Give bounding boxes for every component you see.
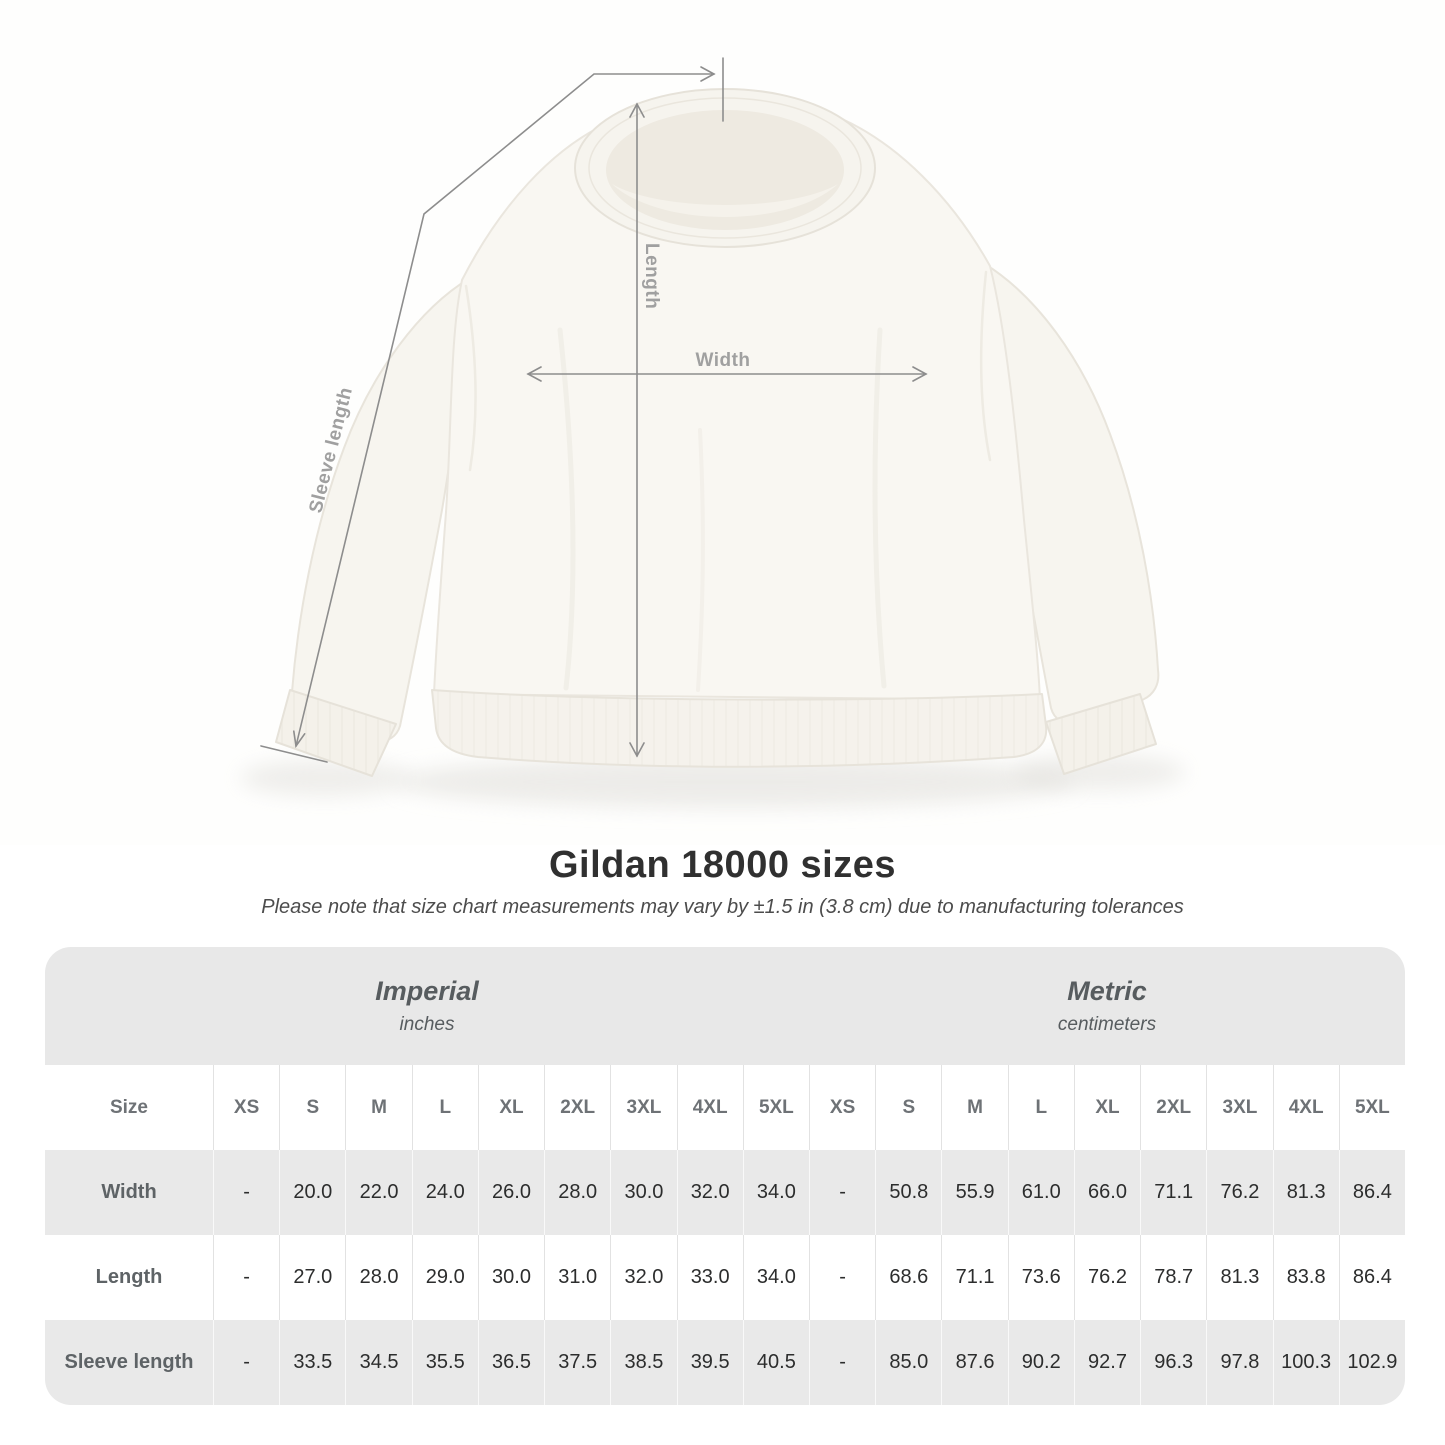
cell-width-metric-xs: - — [808, 1150, 876, 1235]
cell-sleeve-length-imperial-5xl: 40.5 — [742, 1320, 809, 1405]
size-header-metric-xl: XL — [1073, 1065, 1141, 1150]
cell-width-imperial-xl: 26.0 — [477, 1150, 545, 1235]
cell-length-metric-5xl: 86.4 — [1338, 1235, 1405, 1320]
cell-length-imperial-2xl: 31.0 — [544, 1235, 611, 1320]
cell-length-imperial-m: 28.0 — [345, 1235, 412, 1320]
cell-sleeve-length-imperial-xs: - — [213, 1320, 280, 1405]
cell-width-imperial-s: 20.0 — [279, 1150, 346, 1235]
width-label: Width — [695, 350, 750, 371]
size-chart: Imperial inches Metric centimeters Size XS S M L… — [45, 947, 1405, 1405]
size-column-header: Size — [45, 1065, 213, 1150]
size-header-imperial-2xl: 2XL — [544, 1065, 611, 1150]
cell-width-imperial-3xl: 30.0 — [610, 1150, 677, 1235]
cell-width-imperial-l: 24.0 — [411, 1150, 478, 1235]
cell-sleeve-length-metric-xl: 92.7 — [1073, 1320, 1141, 1405]
size-header-imperial-3xl: 3XL — [610, 1065, 677, 1150]
size-header-metric-5xl: 5XL — [1338, 1065, 1405, 1150]
cell-length-metric-m: 71.1 — [941, 1235, 1008, 1320]
imperial-band: Imperial inches — [45, 947, 809, 1065]
sweatshirt-diagram: Length Width Sleeve length — [240, 57, 1185, 808]
size-header-imperial-4xl: 4XL — [676, 1065, 743, 1150]
cell-sleeve-length-metric-3xl: 97.8 — [1206, 1320, 1273, 1405]
cell-sleeve-length-imperial-xl: 36.5 — [477, 1320, 545, 1405]
size-header-metric-xs: XS — [808, 1065, 876, 1150]
cell-length-imperial-s: 27.0 — [279, 1235, 346, 1320]
length-measure-line — [629, 102, 645, 758]
sweatshirt-illustration — [275, 88, 1160, 777]
size-header-imperial-5xl: 5XL — [742, 1065, 809, 1150]
cell-sleeve-length-imperial-s: 33.5 — [279, 1320, 346, 1405]
size-header-imperial-xl: XL — [477, 1065, 545, 1150]
cell-length-metric-l: 73.6 — [1007, 1235, 1074, 1320]
size-header-metric-4xl: 4XL — [1272, 1065, 1339, 1150]
row-label-length: Length — [45, 1235, 213, 1320]
cell-length-metric-4xl: 83.8 — [1272, 1235, 1339, 1320]
cell-length-imperial-l: 29.0 — [411, 1235, 478, 1320]
cell-length-metric-xs: - — [808, 1235, 876, 1320]
cell-length-metric-s: 68.6 — [875, 1235, 942, 1320]
cell-length-imperial-4xl: 33.0 — [676, 1235, 743, 1320]
row-label-sleeve-length: Sleeve length — [45, 1320, 213, 1405]
metric-band: Metric centimeters — [808, 947, 1405, 1065]
cell-width-imperial-xs: - — [213, 1150, 280, 1235]
cell-length-metric-3xl: 81.3 — [1206, 1235, 1273, 1320]
cell-sleeve-length-imperial-l: 35.5 — [411, 1320, 478, 1405]
metric-band-label: Metric — [1067, 976, 1147, 1006]
cell-width-metric-l: 61.0 — [1007, 1150, 1074, 1235]
cell-width-metric-5xl: 86.4 — [1338, 1150, 1405, 1235]
cell-width-metric-xl: 66.0 — [1073, 1150, 1141, 1235]
cell-width-metric-m: 55.9 — [941, 1150, 1008, 1235]
size-header-imperial-s: S — [279, 1065, 346, 1150]
cell-length-imperial-xs: - — [213, 1235, 280, 1320]
imperial-band-label: Imperial — [375, 976, 479, 1006]
cell-width-imperial-2xl: 28.0 — [544, 1150, 611, 1235]
cell-width-imperial-4xl: 32.0 — [676, 1150, 743, 1235]
size-header-metric-3xl: 3XL — [1206, 1065, 1273, 1150]
cell-width-metric-2xl: 71.1 — [1140, 1150, 1207, 1235]
fabric-creases — [464, 270, 992, 692]
metric-band-sublabel: centimeters — [1057, 1014, 1157, 1035]
size-header-imperial-m: M — [345, 1065, 412, 1150]
width-measure-line — [526, 366, 928, 382]
cell-sleeve-length-imperial-m: 34.5 — [345, 1320, 412, 1405]
right-cuff-rib — [1046, 694, 1156, 774]
page-subtitle: Please note that size chart measurements… — [261, 896, 1184, 918]
imperial-band-sublabel: inches — [399, 1014, 455, 1035]
cell-length-imperial-5xl: 34.0 — [742, 1235, 809, 1320]
cell-sleeve-length-imperial-4xl: 39.5 — [676, 1320, 743, 1405]
cell-sleeve-length-imperial-3xl: 38.5 — [610, 1320, 677, 1405]
size-header-metric-m: M — [941, 1065, 1008, 1150]
cell-width-imperial-m: 22.0 — [345, 1150, 412, 1235]
cell-length-imperial-3xl: 32.0 — [610, 1235, 677, 1320]
cell-sleeve-length-metric-4xl: 100.3 — [1272, 1320, 1339, 1405]
cell-sleeve-length-metric-m: 87.6 — [941, 1320, 1008, 1405]
cell-sleeve-length-metric-xs: - — [808, 1320, 876, 1405]
size-header-metric-l: L — [1007, 1065, 1074, 1150]
sleeve-measure-line — [260, 57, 724, 763]
cell-width-metric-3xl: 76.2 — [1206, 1150, 1273, 1235]
cell-width-metric-4xl: 81.3 — [1272, 1150, 1339, 1235]
collar — [574, 88, 876, 248]
cell-length-metric-2xl: 78.7 — [1140, 1235, 1207, 1320]
cell-length-metric-xl: 76.2 — [1073, 1235, 1141, 1320]
size-header-imperial-l: L — [411, 1065, 478, 1150]
cell-sleeve-length-metric-s: 85.0 — [875, 1320, 942, 1405]
cell-sleeve-length-imperial-2xl: 37.5 — [544, 1320, 611, 1405]
cell-sleeve-length-metric-l: 90.2 — [1007, 1320, 1074, 1405]
size-header-imperial-xs: XS — [213, 1065, 280, 1150]
cell-length-imperial-xl: 30.0 — [477, 1235, 545, 1320]
waistband-rib — [432, 690, 1047, 767]
row-label-width: Width — [45, 1150, 213, 1235]
cell-sleeve-length-metric-5xl: 102.9 — [1338, 1320, 1405, 1405]
left-cuff-rib — [276, 690, 396, 776]
cell-width-imperial-5xl: 34.0 — [742, 1150, 809, 1235]
page-title: Gildan 18000 sizes — [549, 844, 896, 886]
cell-width-metric-s: 50.8 — [875, 1150, 942, 1235]
length-label: Length — [641, 243, 662, 309]
size-header-metric-2xl: 2XL — [1140, 1065, 1207, 1150]
size-header-metric-s: S — [875, 1065, 942, 1150]
cell-sleeve-length-metric-2xl: 96.3 — [1140, 1320, 1207, 1405]
